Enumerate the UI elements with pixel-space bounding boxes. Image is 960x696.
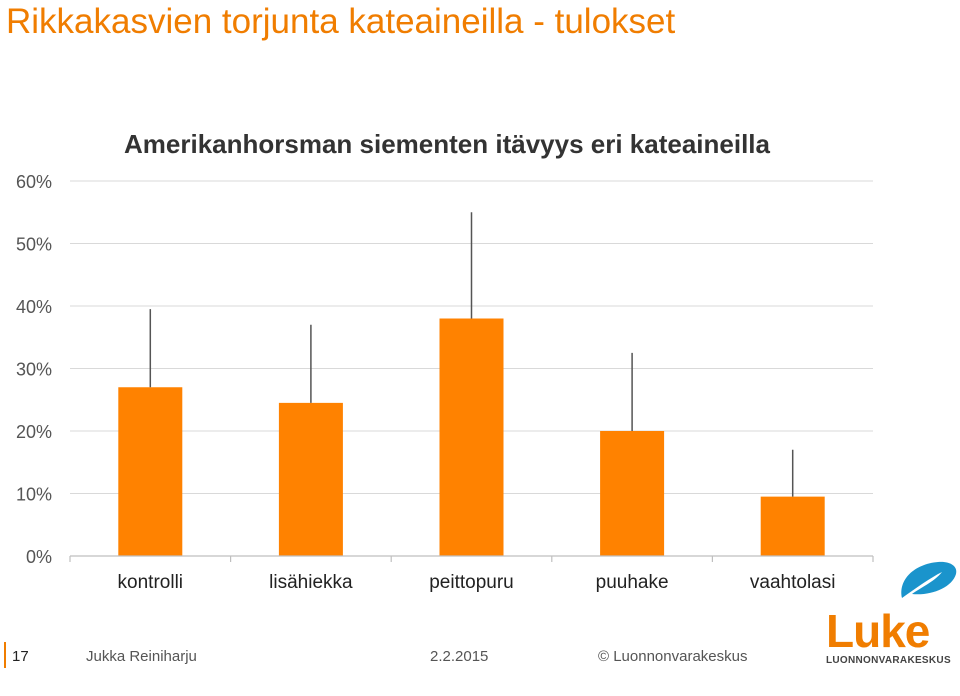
bar [760,496,825,556]
logo-subtitle: LUONNONVARAKESKUS [826,655,951,666]
x-axis [69,555,874,562]
y-tick-label: 30% [16,360,52,380]
y-tick-label: 40% [16,297,52,317]
footer-date: 2.2.2015 [430,648,489,665]
x-axis-tick-labels: kontrolli lisähiekka peittopuru puuhake vaah… [118,572,836,593]
bar [278,402,343,556]
footer-copyright: © Luonnonvarakeskus [598,648,748,665]
error-bars [149,212,794,497]
chart-title: Amerikanhorsman siementen itävyys eri ka… [124,129,771,159]
y-tick-label: 0% [26,547,52,567]
footer-author: Jukka Reiniharju [86,648,197,665]
y-tick-label: 50% [16,235,52,255]
logo-wordmark: Luke [826,605,930,657]
bar [600,431,665,556]
slide-title: Rikkakasvien torjunta kateaineilla - tul… [6,2,676,41]
x-tick-label: puuhake [596,572,669,593]
bar [439,318,504,556]
x-tick-label: lisähiekka [269,572,353,593]
slide-number: 17 [12,648,29,665]
bars [118,318,825,556]
y-tick-label: 10% [16,485,52,505]
y-tick-label: 20% [16,422,52,442]
x-tick-label: peittopuru [429,572,514,593]
footer-accent-bar [4,642,6,668]
leaf-swoosh-icon [901,561,957,598]
bar [118,387,183,556]
x-tick-label: kontrolli [118,572,183,593]
x-tick-label: vaahtolasi [750,572,836,593]
y-tick-label: 60% [16,172,52,192]
y-axis-tick-labels: 0% 10% 20% 30% 40% 50% 60% [16,172,52,567]
bar-chart: Amerikanhorsman siementen itävyys eri ka… [16,129,874,593]
